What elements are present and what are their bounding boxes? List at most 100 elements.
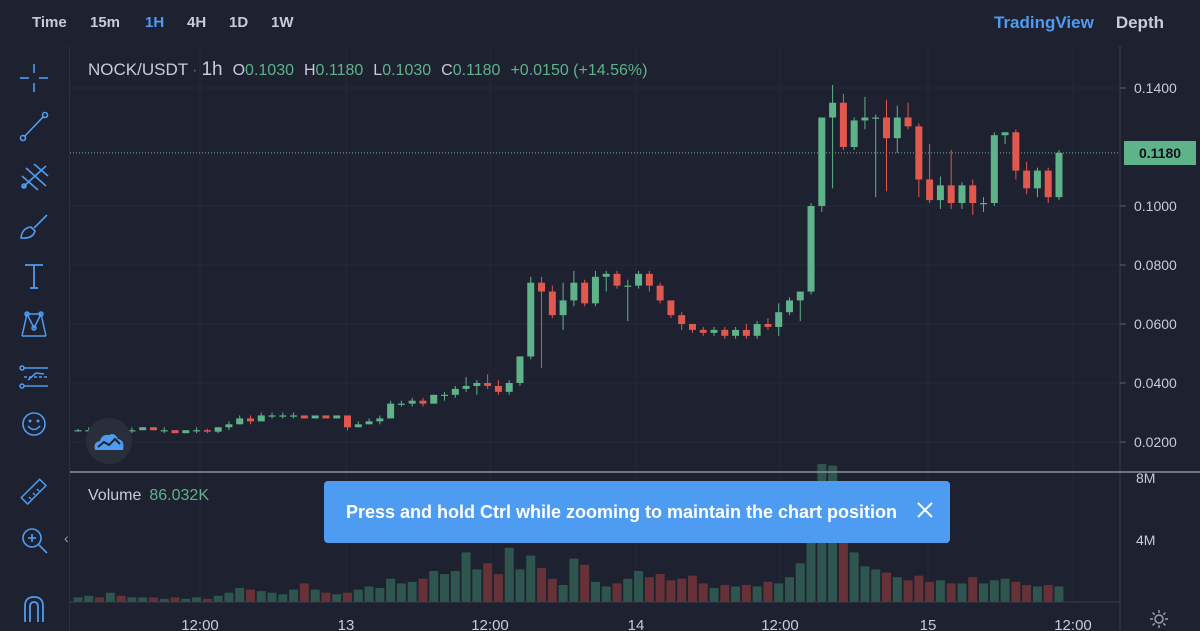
volume-bar [450, 571, 460, 602]
volume-bar [623, 578, 633, 602]
candle-body [915, 126, 923, 180]
candle-body [624, 285, 632, 287]
volume-bar [558, 584, 568, 602]
tradingview-tab[interactable]: TradingView [994, 13, 1094, 32]
zoom-in-tool[interactable] [16, 522, 52, 558]
volume-bar [731, 586, 741, 602]
toast-message: Press and hold Ctrl while zooming to mai… [346, 501, 898, 522]
volume-tick-label: 8M [1136, 470, 1155, 486]
candle-body [710, 329, 718, 333]
candlestick-chart[interactable]: 0.1400 0.1000 0.0800 0.0600 0.0400 0.0200 8M 4M… [70, 46, 1200, 631]
candle-body [635, 273, 643, 286]
volume-value: 86.032K [149, 487, 209, 504]
candle-body [591, 276, 599, 304]
volume-bar [299, 583, 309, 602]
candle-body [322, 415, 330, 419]
price-tick-label: 0.0200 [1134, 434, 1177, 450]
low-label: L [373, 62, 383, 79]
volume-bar [364, 586, 374, 602]
candle-body [872, 117, 880, 119]
close-icon[interactable] [914, 499, 936, 521]
candle-body [559, 300, 567, 316]
volume-tick-label: 4M [1136, 532, 1155, 548]
cloud-logo-icon [94, 434, 124, 450]
depth-tab[interactable]: Depth [1115, 13, 1164, 32]
volume-bar [213, 595, 223, 602]
volume-bar [795, 563, 805, 602]
candle-body [1055, 152, 1063, 198]
text-tool[interactable] [16, 258, 52, 294]
volume-bar [1022, 584, 1032, 602]
volume-bar [418, 578, 428, 602]
pitchfork-tool[interactable] [16, 158, 52, 194]
volume-bar [396, 583, 406, 602]
tradingview-logo[interactable] [86, 418, 132, 464]
candle-body [128, 430, 136, 432]
candle-body [818, 117, 826, 206]
prediction-tool[interactable] [16, 358, 52, 394]
brush-tool[interactable] [16, 208, 52, 244]
volume-bar [784, 577, 794, 602]
volume-bar [310, 589, 320, 602]
settings-gear-icon[interactable] [1148, 608, 1170, 630]
volume-bar [612, 583, 622, 602]
candle-body [980, 203, 988, 205]
pattern-icon [21, 311, 47, 337]
magnet-icon [24, 596, 44, 622]
candle-body [699, 329, 707, 333]
trendline-tool[interactable] [16, 108, 52, 144]
timeframe-1h[interactable]: 1H [145, 14, 165, 31]
ohlc-legend: NOCK/USDT · 1h O0.1030 H0.1180 L0.1030 C0.1180… [88, 59, 647, 81]
volume-bar [569, 558, 579, 602]
volume-bar [224, 592, 234, 602]
collapse-toolbar-icon[interactable]: ‹ [64, 530, 69, 546]
volume-bar [655, 574, 665, 602]
candle-body [656, 285, 664, 301]
candle-body [193, 430, 201, 432]
volume-bar [666, 580, 676, 602]
volume-bar [590, 581, 600, 602]
time-tick-label: 15 [920, 617, 937, 631]
volume-bar [1011, 581, 1021, 602]
timeframe-4h[interactable]: 4H [187, 14, 207, 31]
candle-body [419, 400, 427, 404]
volume-bar [1043, 584, 1053, 602]
magnet-tool[interactable] [16, 590, 52, 626]
timeframe-1w[interactable]: 1W [271, 14, 294, 31]
pattern-tool[interactable] [16, 306, 52, 342]
volume-bar [440, 574, 450, 602]
volume-bar [677, 578, 687, 602]
price-tick-label: 0.0400 [1134, 375, 1177, 391]
volume-bar [806, 501, 816, 602]
candle-body [893, 117, 901, 139]
volume-bar [170, 597, 180, 602]
volume-bar [989, 580, 999, 602]
candle-body [936, 185, 944, 201]
volume-bar [138, 597, 148, 602]
volume-bar [752, 586, 762, 602]
candle-body [926, 179, 934, 201]
volume-bar [849, 552, 859, 602]
change-value: +0.0150 (+14.56%) [510, 62, 648, 79]
volume-bar [687, 575, 697, 602]
emoji-tool[interactable] [16, 406, 52, 442]
candle-body [300, 415, 308, 419]
volume-bar [946, 583, 956, 602]
volume-label: Volume [88, 487, 142, 504]
crosshair-tool[interactable] [16, 60, 52, 96]
timeframe-15m[interactable]: 15m [90, 14, 121, 31]
volume-bar [192, 597, 202, 602]
price-tick-label: 0.0600 [1134, 316, 1177, 332]
volume-bar [601, 586, 611, 602]
drawing-toolbar: ‹ [0, 46, 70, 631]
candle-body [505, 383, 513, 392]
volume-bar [1054, 586, 1064, 602]
ruler-tool[interactable] [16, 474, 52, 510]
timeframe-1d[interactable]: 1D [229, 14, 249, 31]
symbol-name[interactable]: NOCK/USDT [88, 60, 189, 79]
candle-body [149, 427, 157, 431]
candle-body [333, 415, 341, 419]
chart-area[interactable]: 0.1400 0.1000 0.0800 0.0600 0.0400 0.0200 8M 4M… [70, 46, 1200, 631]
candle-body [160, 430, 168, 432]
volume-bar [105, 592, 115, 602]
